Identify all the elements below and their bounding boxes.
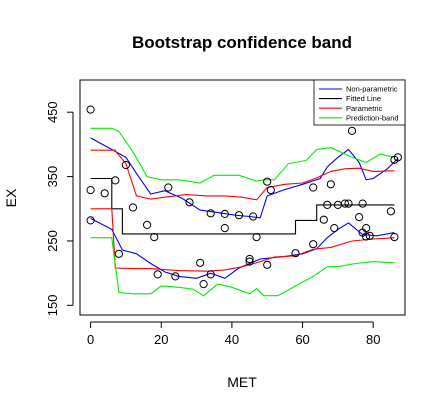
chart-title: Bootstrap confidence band: [132, 33, 352, 52]
data-point-4: [111, 176, 120, 185]
data-point-18: [220, 209, 229, 218]
data-point-31: [319, 215, 328, 224]
data-point-29: [309, 183, 318, 192]
legend-box: [313, 79, 406, 126]
y-tick-label-250: 250: [45, 230, 60, 252]
series-line-fitted-line-0: [90, 177, 395, 235]
data-point-22: [245, 254, 254, 264]
x-axis-label: MET: [227, 374, 257, 390]
series-line-non-parametric-1: [90, 137, 399, 219]
x-tick-label-40: 40: [225, 332, 239, 347]
data-point-8: [143, 220, 152, 229]
series-line-prediction-band-6: [90, 237, 395, 297]
data-point-20: [234, 211, 244, 220]
data-point-7: [128, 203, 138, 212]
data-point-28: [291, 249, 300, 258]
data-point-46: [390, 233, 399, 242]
data-point-24: [252, 233, 261, 242]
legend-label-0: Non-parametric: [346, 85, 398, 94]
legend-label-1: Fitted Line: [346, 94, 381, 103]
y-axis-label: EX: [3, 188, 19, 207]
data-point-39: [355, 213, 364, 222]
x-tick-label-60: 60: [295, 332, 309, 347]
data-point-11: [164, 183, 173, 192]
data-point-27: [266, 186, 275, 195]
legend-label-2: Parametric: [346, 104, 383, 113]
data-point-43: [362, 232, 371, 241]
data-point-12: [171, 272, 180, 281]
data-point-37: [344, 199, 353, 208]
data-point-17: [206, 270, 215, 279]
data-point-16: [206, 209, 215, 218]
data-point-32: [323, 200, 332, 209]
x-tick-label-20: 20: [154, 332, 168, 347]
data-point-23: [249, 212, 258, 221]
data-point-3: [100, 189, 109, 198]
x-tick-label-0: 0: [87, 332, 94, 347]
data-point-36: [340, 199, 349, 208]
data-point-10: [153, 270, 162, 279]
plot-frame: [79, 79, 406, 316]
y-tick-label-450: 450: [45, 101, 60, 123]
data-point-38: [347, 126, 357, 135]
data-point-21: [245, 257, 254, 266]
data-point-26: [263, 260, 272, 269]
legend-label-3: Prediction-band: [346, 113, 399, 122]
data-point-9: [150, 233, 159, 242]
data-point-14: [196, 258, 205, 267]
series-line-non-parametric-2: [90, 217, 395, 279]
data-point-42: [362, 224, 371, 233]
axes: 0 20 40 60 80 150 250 350 450: [45, 101, 380, 347]
series-line-parametric-3: [90, 149, 395, 201]
data-point-6: [121, 160, 131, 170]
data-point-5: [114, 249, 124, 258]
data-point-40: [358, 199, 367, 208]
data-point-33: [326, 180, 335, 189]
data-point-15: [199, 280, 208, 289]
data-point-2: [86, 216, 95, 225]
data-point-19: [220, 224, 229, 233]
series-line-parametric-4: [90, 208, 395, 272]
data-point-45: [386, 207, 395, 216]
x-tick-label-80: 80: [366, 332, 380, 347]
data-point-48: [393, 153, 402, 162]
data-point-30: [309, 240, 318, 249]
data-point-0: [86, 105, 95, 114]
data-point-1: [86, 186, 95, 195]
series-line-prediction-band-5: [90, 127, 395, 184]
data-point-25: [263, 177, 272, 186]
data-point-34: [330, 224, 339, 233]
plot-area: [86, 105, 402, 297]
data-point-13: [185, 198, 194, 207]
y-tick-label-350: 350: [45, 166, 60, 188]
data-point-44: [365, 231, 374, 240]
y-tick-label-150: 150: [45, 294, 60, 316]
